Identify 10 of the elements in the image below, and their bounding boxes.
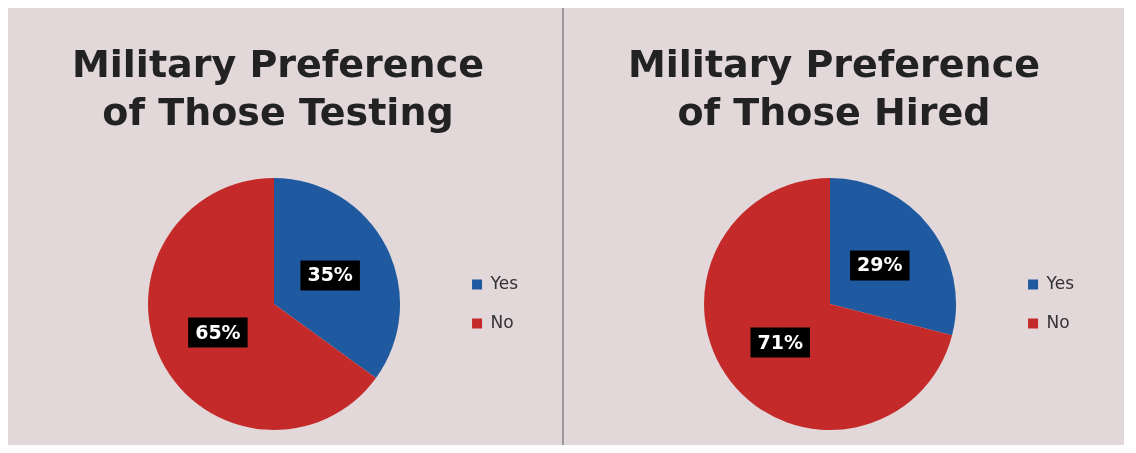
data-label: 71% <box>757 330 803 353</box>
data-label: 29% <box>857 253 903 276</box>
legend-label: No <box>490 311 514 332</box>
legend-label: Yes <box>489 272 519 293</box>
data-label: 65% <box>195 320 241 343</box>
legend-label: Yes <box>1045 272 1075 293</box>
chart-title: Military Preference of Those Hired <box>627 41 1041 136</box>
legend-label: No <box>1046 311 1070 332</box>
chart-title: Military Preference of Those Testing <box>71 41 485 136</box>
data-label: 35% <box>307 263 353 286</box>
